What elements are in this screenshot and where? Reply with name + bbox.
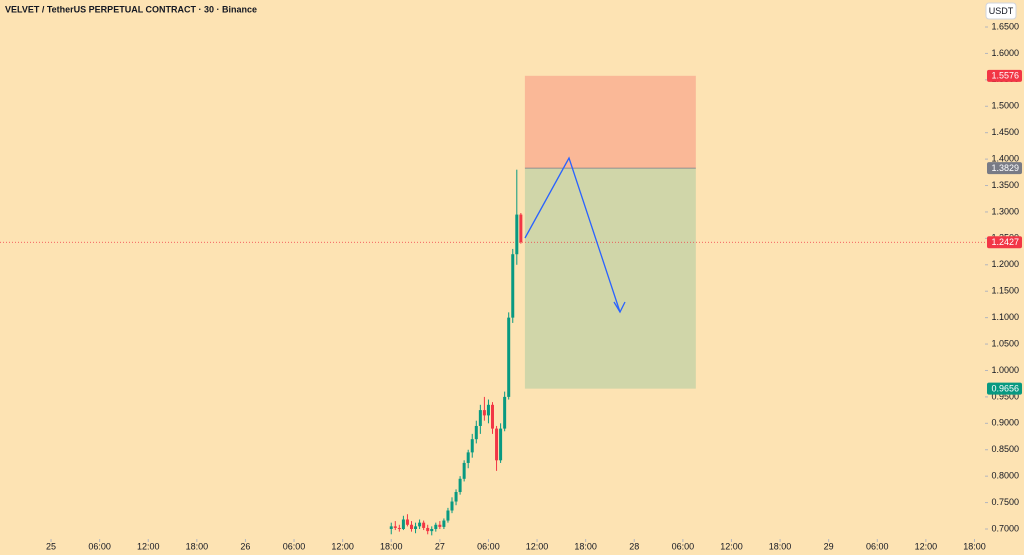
candle-body	[434, 524, 438, 530]
candle-body	[389, 526, 393, 530]
x-tick-label: 12:00	[526, 541, 549, 551]
price-badge-label: 1.5576	[991, 71, 1019, 81]
x-tick-label: 12:00	[915, 541, 938, 551]
y-tick-label: 1.0500	[991, 338, 1019, 348]
candle-body	[454, 492, 458, 502]
x-tick-label: 06:00	[866, 541, 889, 551]
x-tick-label: 06:00	[672, 541, 695, 551]
arrow-head	[613, 301, 626, 314]
candle-body	[478, 410, 482, 426]
price-badge	[987, 162, 1022, 175]
y-tick-label: 1.1000	[991, 312, 1019, 322]
candle-body	[499, 428, 503, 461]
candle-body	[393, 526, 397, 528]
x-tick-label: 12:00	[137, 541, 160, 551]
y-tick-label: 0.7000	[991, 523, 1019, 533]
y-tick-label: 1.2000	[991, 259, 1019, 269]
stop-zone	[524, 75, 696, 169]
y-tick-label: 1.6500	[991, 21, 1019, 31]
candle-body	[491, 404, 494, 429]
candle-body	[397, 527, 401, 530]
candle-body	[446, 510, 450, 521]
candle-body	[426, 527, 430, 532]
plot-area	[0, 75, 985, 536]
price-badge-label: 1.3829	[991, 163, 1019, 173]
y-tick-label: 0.8500	[991, 444, 1019, 454]
y-tick-label: 1.3000	[991, 206, 1019, 216]
candle-body	[486, 404, 490, 416]
x-tick-label: 18:00	[186, 541, 209, 551]
x-tick-label: 29	[824, 541, 834, 551]
price-axis: 25 06:00 12:00 18:00 26 06:00 12:00 18:00 27 06:0…	[46, 21, 1022, 551]
y-tick-label: 0.8000	[991, 471, 1019, 481]
x-tick-label: 18:00	[769, 541, 792, 551]
candle-body	[401, 519, 405, 530]
y-tick-label: 1.6000	[991, 48, 1019, 58]
candle-body	[462, 462, 466, 479]
x-tick-label: 12:00	[720, 541, 743, 551]
x-tick-label: 12:00	[331, 541, 354, 551]
candle-body	[418, 522, 422, 527]
x-tick-label: 18:00	[963, 541, 986, 551]
y-tick-label: 1.0000	[991, 365, 1019, 375]
candle-body	[515, 214, 519, 255]
candle-body	[474, 425, 478, 440]
price-badge	[987, 69, 1022, 82]
candle-body	[430, 529, 434, 532]
x-tick-label: 28	[629, 541, 639, 551]
y-tick-label: 1.3500	[991, 180, 1019, 190]
price-badge-label: 0.9656	[991, 384, 1019, 394]
candle-body	[422, 522, 426, 528]
candle-body	[409, 524, 413, 530]
target-zone	[524, 168, 696, 389]
drawing-arrow	[524, 156, 621, 313]
y-tick-label: 1.4500	[991, 127, 1019, 137]
candle-body	[450, 501, 454, 511]
x-tick-label: 06:00	[88, 541, 111, 551]
x-tick-label: 18:00	[574, 541, 597, 551]
y-tick-label: 0.7500	[991, 497, 1019, 507]
currency-button[interactable]	[985, 2, 1017, 20]
candle-body	[405, 519, 409, 525]
candle-body	[503, 396, 507, 429]
currency-label[interactable]: USDT	[989, 6, 1014, 16]
candle-body	[438, 524, 442, 527]
y-tick-label: 0.9000	[991, 418, 1019, 428]
x-tick-label: 26	[240, 541, 250, 551]
y-tick-label: 1.4000	[991, 153, 1019, 163]
candle-body	[511, 254, 515, 318]
candle-body	[414, 526, 418, 530]
candle-body	[519, 214, 523, 243]
candle-body	[470, 439, 474, 453]
candle-body	[458, 478, 462, 493]
x-tick-label: 25	[46, 541, 56, 551]
y-tick-label: 0.9500	[991, 391, 1019, 401]
candle-body	[507, 317, 511, 397]
candle-body	[482, 410, 486, 416]
y-tick-label: 1.1500	[991, 286, 1019, 296]
candle-body	[466, 452, 470, 463]
chart-title: VELVET / TetherUS PERPETUAL CONTRACT · 3…	[5, 4, 257, 14]
candle-body	[442, 520, 446, 527]
candle-body	[495, 428, 499, 461]
x-tick-label: 27	[435, 541, 445, 551]
price-badge-label: 1.2427	[991, 237, 1019, 247]
x-tick-label: 06:00	[477, 541, 500, 551]
x-tick-label: 06:00	[283, 541, 306, 551]
price-badge	[987, 236, 1022, 249]
x-tick-label: 18:00	[380, 541, 403, 551]
price-badge	[987, 382, 1022, 395]
y-tick-label: 1.5000	[991, 101, 1019, 111]
